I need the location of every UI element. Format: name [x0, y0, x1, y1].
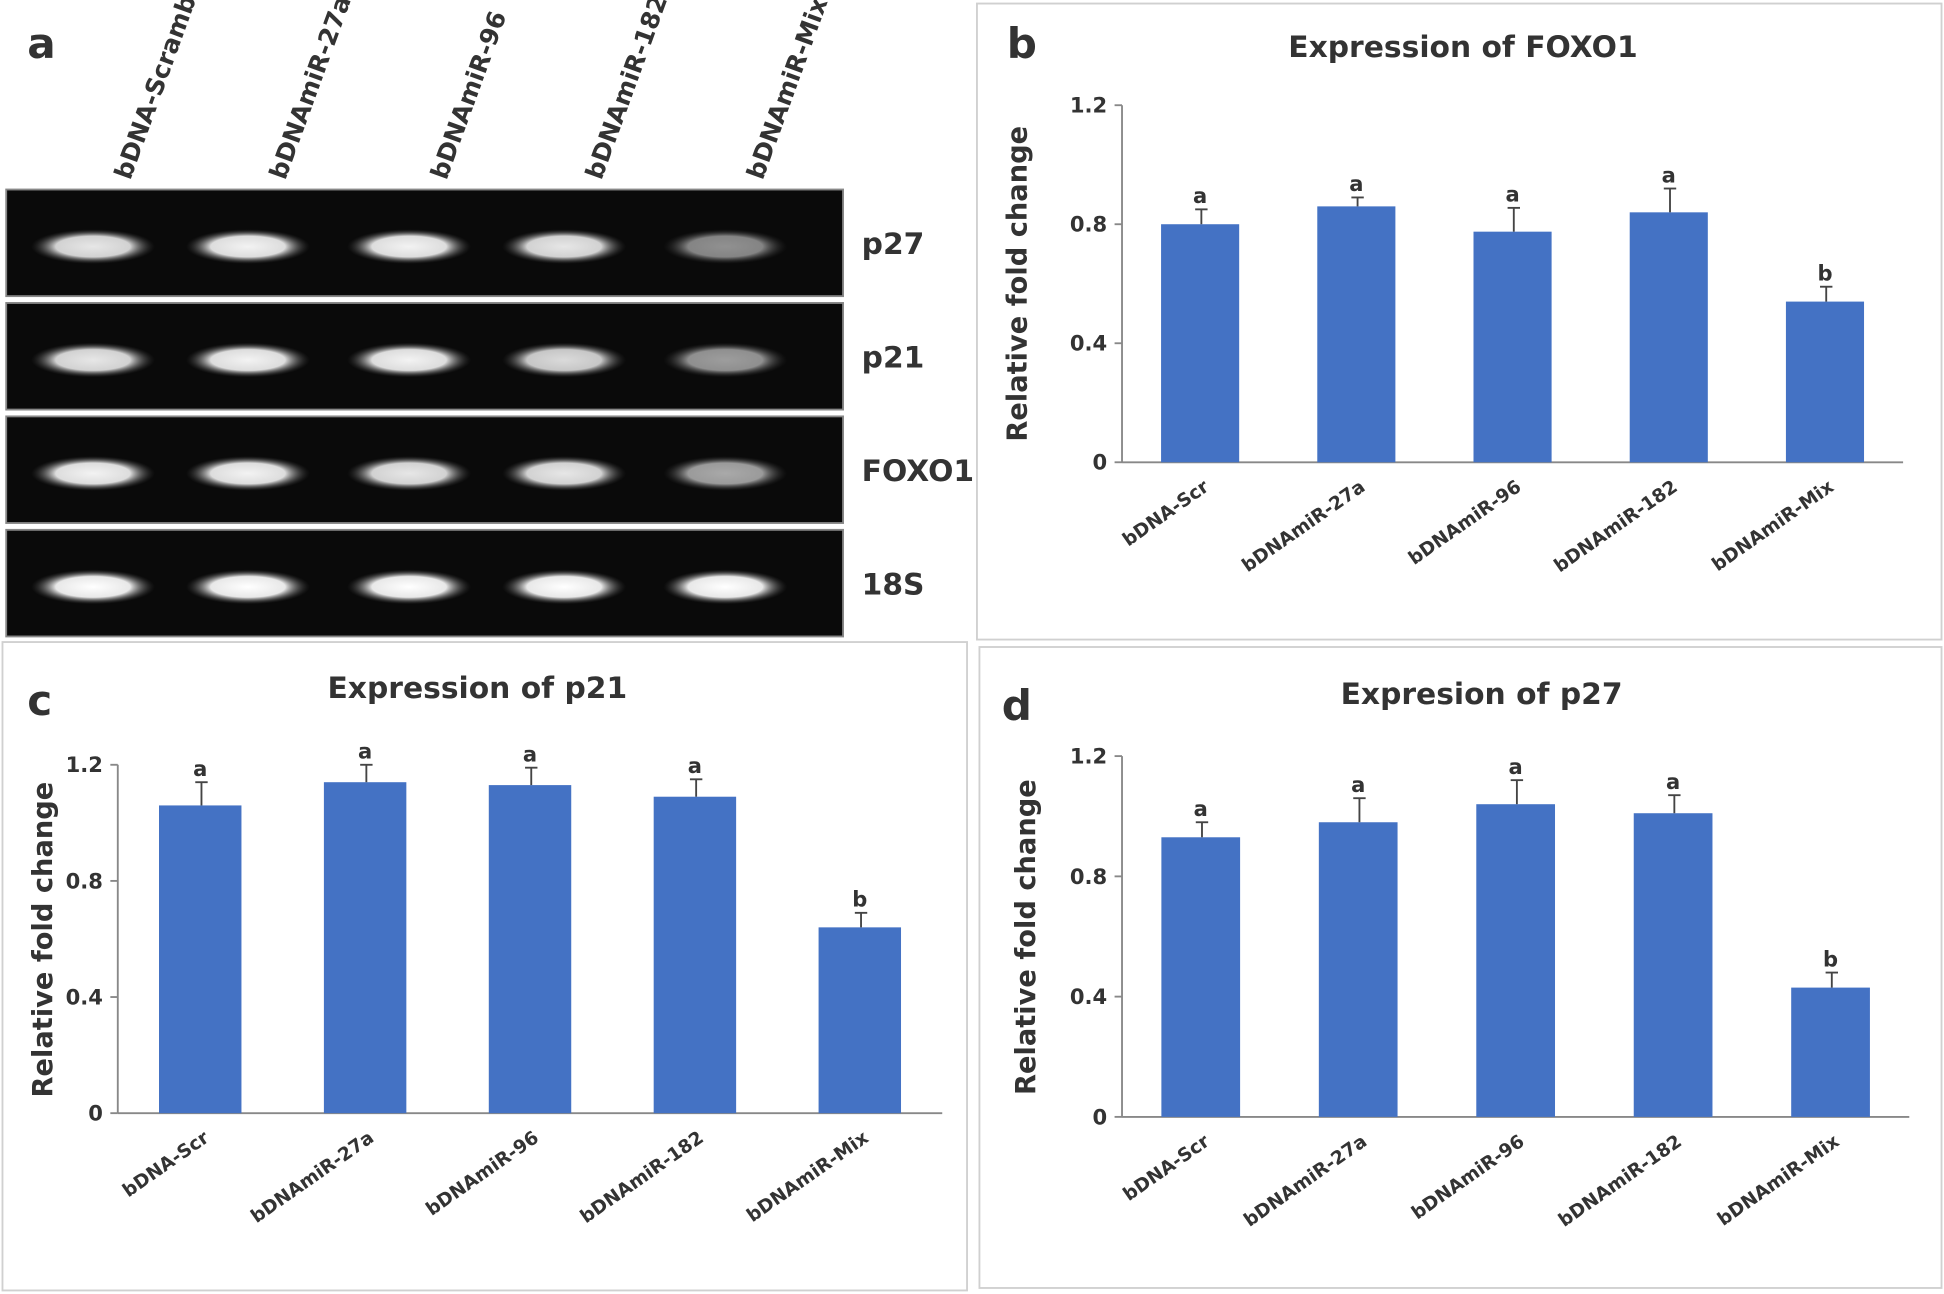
gel-band — [30, 342, 155, 378]
y-tick-label: 0.4 — [1070, 984, 1107, 1009]
bar — [653, 796, 737, 1114]
significance-label: a — [1662, 162, 1676, 187]
gel-band — [663, 342, 788, 378]
panel-frame — [976, 2, 1943, 641]
bar — [1473, 231, 1552, 463]
chart-title: Expression of p21 — [327, 671, 627, 706]
gel-band — [663, 456, 788, 491]
y-tick-label: 0.4 — [1070, 331, 1107, 356]
y-tick-label: 0.8 — [1070, 864, 1107, 889]
bar — [323, 782, 407, 1114]
panel-label: b — [1007, 19, 1037, 68]
gene-label: 18S — [862, 567, 925, 602]
gel-band — [30, 569, 155, 605]
panel-frame — [978, 646, 1943, 1289]
panel-label: c — [27, 676, 52, 725]
gel-band — [347, 456, 472, 491]
gel-band — [502, 569, 627, 605]
significance-label: a — [1505, 182, 1519, 207]
y-tick-label: 0 — [1092, 450, 1107, 475]
y-tick-label: 0 — [88, 1101, 103, 1126]
chart-title: Expresion of p27 — [1341, 677, 1623, 712]
y-axis-label: Relative fold change — [1011, 779, 1042, 1095]
bar — [1633, 813, 1713, 1117]
y-tick-label: 1.2 — [1070, 744, 1107, 769]
gene-label: FOXO1 — [862, 454, 974, 489]
significance-label: a — [1349, 171, 1363, 196]
significance-label: a — [1666, 769, 1680, 794]
bar — [488, 785, 572, 1114]
panel-label: d — [1002, 681, 1032, 730]
lane-label: bDNAmiR-182 — [580, 0, 673, 183]
significance-label: a — [688, 753, 702, 778]
bar — [1317, 206, 1396, 463]
gel-band — [185, 456, 310, 491]
gel-band — [185, 229, 310, 264]
significance-label: a — [193, 756, 207, 781]
bar — [818, 927, 902, 1114]
gel-band — [347, 342, 472, 378]
gene-label: p21 — [862, 340, 925, 375]
y-tick-label: 0.8 — [1070, 212, 1107, 237]
gel-band — [663, 229, 788, 264]
gel-band — [185, 342, 310, 378]
gene-label: p27 — [862, 227, 925, 262]
bar — [1791, 987, 1870, 1117]
significance-label: a — [1193, 183, 1207, 208]
y-axis-label: Relative fold change — [28, 782, 59, 1098]
significance-label: b — [1823, 946, 1838, 971]
bar — [1161, 837, 1241, 1117]
y-tick-label: 0 — [1092, 1104, 1107, 1129]
lane-label: bDNAmiR-96 — [425, 7, 513, 183]
gel-band — [502, 456, 627, 491]
gel-band — [347, 569, 472, 605]
significance-label: a — [1194, 796, 1208, 821]
chart-title: Expression of FOXO1 — [1288, 30, 1637, 65]
gel-band — [502, 229, 627, 264]
gel-band — [30, 229, 155, 264]
significance-label: b — [852, 887, 867, 912]
significance-label: a — [523, 741, 537, 766]
lane-label: bDNAmiR-27a — [264, 0, 357, 183]
significance-label: b — [1817, 261, 1832, 286]
gel-band — [347, 229, 472, 264]
significance-label: a — [1351, 772, 1365, 797]
gel-band — [185, 569, 310, 605]
lane-label: bDNA-Scramble — [109, 0, 211, 183]
bar — [1476, 804, 1556, 1117]
significance-label: a — [358, 739, 372, 764]
bar — [159, 805, 242, 1114]
bar — [1785, 301, 1865, 463]
y-tick-label: 0.4 — [66, 984, 103, 1009]
gel-band — [30, 456, 155, 491]
bar — [1161, 224, 1240, 463]
bar — [1318, 822, 1398, 1117]
y-tick-label: 1.2 — [66, 752, 103, 777]
significance-label: a — [1509, 754, 1523, 779]
y-axis-label: Relative fold change — [1003, 126, 1034, 442]
panel-label: a — [27, 19, 55, 68]
bar — [1629, 212, 1708, 463]
gel-band — [663, 569, 788, 605]
y-tick-label: 1.2 — [1070, 93, 1107, 118]
gel-band — [502, 342, 627, 378]
y-tick-label: 0.8 — [66, 868, 103, 893]
lane-label: bDNAmiR-Mix — [741, 0, 834, 183]
